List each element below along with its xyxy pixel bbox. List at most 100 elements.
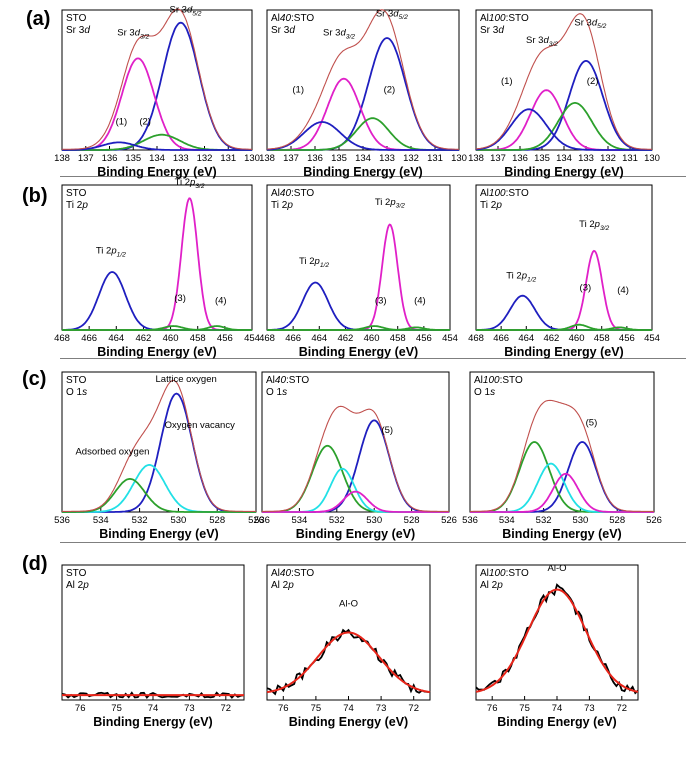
row-label-b: (b) [22,185,48,207]
x-tick-label: 130 [644,153,660,164]
sample-label: STO [66,13,87,24]
plot-frame [61,564,245,701]
core-level-label: O 1s [66,387,87,398]
series-oxygen-vacancy [62,463,256,513]
x-tick-label: 468 [259,333,275,344]
plot-frame [475,184,653,331]
x-tick-label: 458 [594,333,610,344]
x-tick-label: 72 [221,703,232,714]
series-blue [262,419,449,513]
x-tick-label: 137 [490,153,506,164]
annotation-sr-3d5-2: Sr 3d5/2 [376,8,408,21]
x-tick-label: 75 [519,703,530,714]
core-level-label: Sr 3d [66,25,90,36]
x-tick-label: 534 [93,515,109,526]
x-tick-label: 530 [366,515,382,526]
x-tick-label: 73 [184,703,195,714]
annotation-oxygen-vacancy: Oxygen vacancy [165,420,235,431]
core-level-label: Al 2p [480,580,503,591]
x-tick-label: 133 [379,153,395,164]
x-tick-label: 73 [376,703,387,714]
x-tick-label: 136 [102,153,118,164]
x-axis-label: Binding Energy (eV) [296,527,415,541]
annotation-ti-2p3-2: Ti 2p3/2 [375,197,405,210]
x-tick-label: 460 [163,333,179,344]
x-tick-label: 74 [552,703,563,714]
x-tick-label: 454 [442,333,458,344]
annotation-1: (1) [116,117,128,128]
row-label-a: (a) [26,8,51,30]
row-label-c: (c) [22,368,47,390]
sample-label: STO [66,375,87,386]
x-tick-label: 132 [600,153,616,164]
row-separator [60,542,686,543]
x-tick-label: 131 [427,153,443,164]
x-tick-label: 526 [248,515,264,526]
x-tick-label: 134 [149,153,165,164]
x-tick-label: 462 [543,333,559,344]
x-tick-label: 466 [81,333,97,344]
x-tick-label: 460 [569,333,585,344]
series-5 [470,472,654,513]
x-tick-label: 138 [259,153,275,164]
x-tick-label: 76 [487,703,498,714]
series-sr-3d5-2 [62,21,252,151]
annotation-2: (2) [384,85,396,96]
sample-label: Al40:STO [266,375,309,386]
x-tick-label: 526 [646,515,662,526]
annotation-4: (4) [215,296,227,307]
core-level-label: Ti 2p [480,200,502,211]
x-tick-label: 135 [331,153,347,164]
x-tick-label: 456 [217,333,233,344]
series-fit [475,588,639,693]
x-tick-label: 536 [462,515,478,526]
x-tick-label: 526 [441,515,457,526]
x-tick-label: 528 [209,515,225,526]
annotation-ti-2p3-2: Ti 2p3/2 [175,177,205,190]
series-adsorbed-oxygen [62,477,256,513]
x-tick-label: 72 [408,703,419,714]
series-4 [476,326,652,331]
x-tick-label: 528 [404,515,420,526]
envelope-fit [470,399,654,512]
annotation-ti-2p1-2: Ti 2p1/2 [96,246,126,259]
x-axis-label: Binding Energy (eV) [93,715,212,729]
x-tick-label: 458 [190,333,206,344]
envelope-fit [62,8,252,150]
annotation-1: (1) [292,85,304,96]
x-tick-label: 464 [311,333,327,344]
annotation-3: (3) [375,296,387,307]
x-tick-label: 75 [311,703,322,714]
annotation-sr-3d3-2: Sr 3d3/2 [323,27,355,40]
envelope-fit [266,9,459,150]
envelope-fit [475,13,652,150]
x-tick-label: 72 [617,703,628,714]
x-tick-label: 462 [337,333,353,344]
series-raw [266,628,431,696]
series-2 [267,117,459,151]
x-tick-label: 76 [278,703,289,714]
annotation-3: (3) [174,293,186,304]
x-tick-label: 74 [148,703,159,714]
series-ti-2p3-2 [62,197,252,331]
core-level-label: Ti 2p [271,200,293,211]
x-tick-label: 131 [220,153,236,164]
plot-frame [61,9,253,151]
series-raw [475,583,639,695]
x-tick-label: 534 [291,515,307,526]
x-tick-label: 130 [244,153,260,164]
x-axis-label: Binding Energy (eV) [99,527,218,541]
annotation-lattice-oxygen: Lattice oxygen [156,374,217,385]
core-level-label: Sr 3d [480,25,504,36]
annotation-ti-2p1-2: Ti 2p1/2 [299,256,329,269]
series-4 [267,326,450,331]
core-level-label: O 1s [474,387,495,398]
x-tick-label: 530 [170,515,186,526]
x-tick-label: 466 [493,333,509,344]
x-tick-label: 536 [54,515,70,526]
annotation-5: (5) [381,425,393,436]
core-level-label: Al 2p [66,580,89,591]
x-tick-label: 464 [108,333,124,344]
